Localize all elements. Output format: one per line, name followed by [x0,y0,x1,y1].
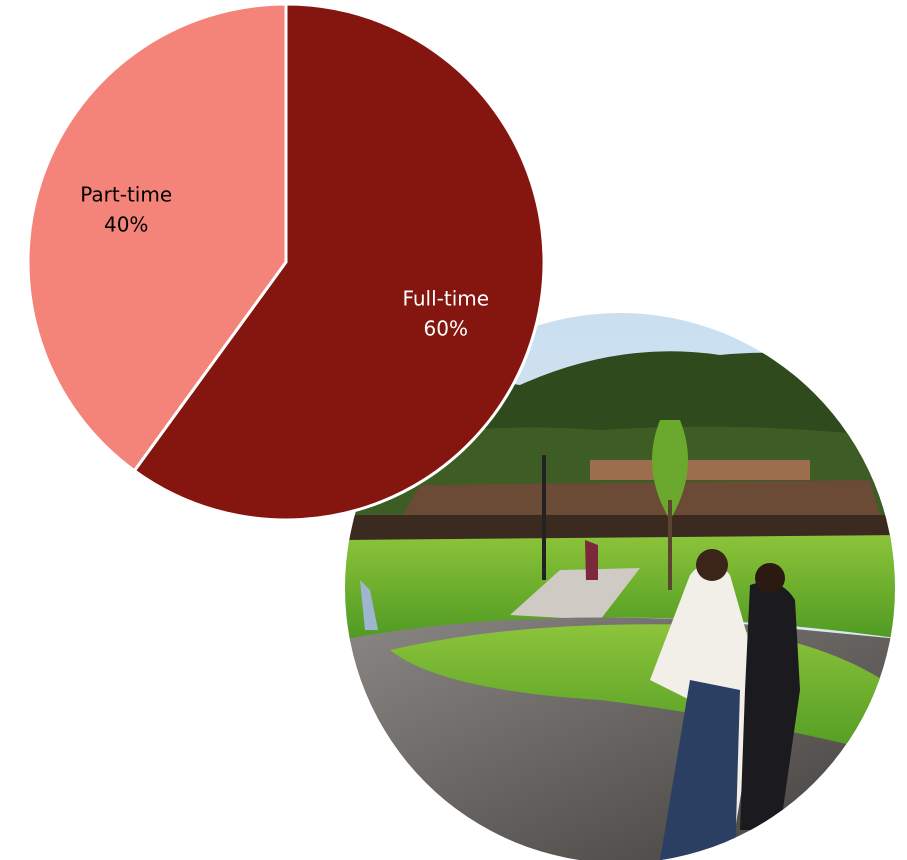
slice-value-label: 60% [424,316,468,340]
campus-photo [345,313,895,860]
pie-slice [132,2,546,522]
slice-label: Full-time [402,286,489,310]
pie-slice [26,2,288,473]
pie-chart: Full-time 60% Part-time 40% [26,2,546,522]
slice-label: Part-time [80,183,172,207]
slice-value-label: 40% [104,213,148,237]
